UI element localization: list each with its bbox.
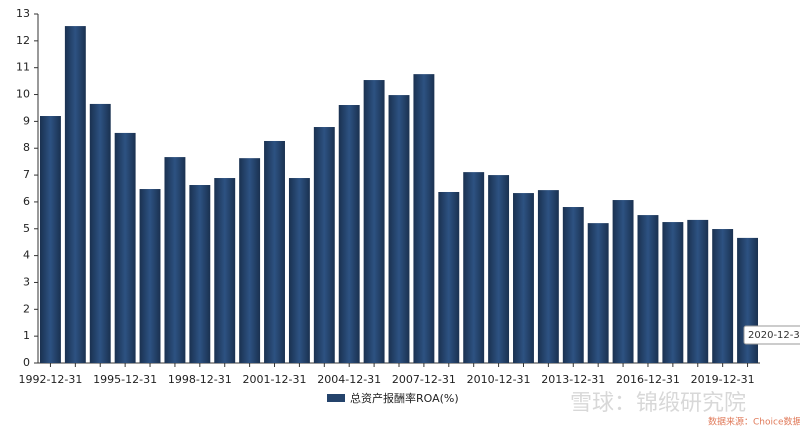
x-tick-label: 2010-12-31 [467, 373, 531, 386]
x-tick-label: 2007-12-31 [392, 373, 456, 386]
bar [712, 229, 734, 363]
bar [488, 175, 510, 363]
bar [438, 191, 460, 363]
y-tick-label: 3 [23, 275, 30, 288]
y-tick-label: 2 [23, 302, 30, 315]
x-tick-label: 2019-12-31 [691, 373, 755, 386]
y-tick-label: 8 [23, 141, 30, 154]
bar [413, 74, 435, 364]
bar [313, 127, 335, 363]
bar [214, 178, 236, 363]
bar [239, 158, 261, 363]
bar [89, 103, 111, 363]
tooltip-text: 2020-12-3 [748, 330, 800, 341]
y-tick-label: 4 [23, 249, 30, 262]
y-tick-label: 12 [16, 34, 30, 47]
bar [64, 26, 86, 363]
x-tick-label: 1992-12-31 [18, 373, 82, 386]
x-tick-label: 2013-12-31 [541, 373, 605, 386]
bar [662, 222, 684, 363]
legend-swatch [327, 394, 345, 402]
bar [612, 200, 634, 363]
legend-label: 总资产报酬率ROA(%) [350, 391, 459, 405]
bar [388, 95, 410, 364]
bar [562, 207, 584, 363]
y-tick-label: 6 [23, 195, 30, 208]
y-tick-label: 7 [23, 168, 30, 181]
tooltip-box [743, 325, 800, 345]
y-tick-label: 10 [16, 88, 30, 101]
bar [537, 190, 559, 363]
x-tick-label: 2001-12-31 [243, 373, 307, 386]
y-tick-label: 0 [23, 356, 30, 369]
bar [338, 105, 360, 364]
bar [637, 215, 659, 363]
bar [687, 219, 709, 363]
bar [587, 223, 609, 363]
x-tick-label: 1998-12-31 [168, 373, 232, 386]
x-tick-label: 2016-12-31 [616, 373, 680, 386]
bar [164, 157, 186, 363]
y-tick-label: 9 [23, 114, 30, 127]
watermark: 雪球：锦缎研究院 [570, 391, 746, 416]
bar [39, 116, 61, 363]
y-tick-label: 11 [16, 61, 30, 74]
source-note: 数据来源：Choice数据 [708, 416, 800, 428]
y-tick-label: 13 [16, 7, 30, 20]
bar [463, 172, 485, 363]
bar [363, 80, 385, 364]
bar [264, 140, 285, 363]
bar [114, 132, 136, 363]
bar [189, 185, 211, 363]
x-tick-label: 2004-12-31 [317, 373, 381, 386]
y-tick-label: 5 [23, 222, 30, 235]
y-tick-label: 1 [23, 329, 30, 342]
bar [139, 189, 161, 363]
bar [513, 193, 534, 363]
bar [288, 178, 310, 363]
x-tick-label: 1995-12-31 [93, 373, 157, 386]
